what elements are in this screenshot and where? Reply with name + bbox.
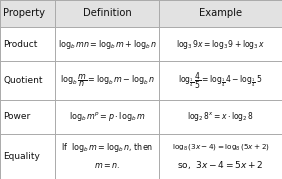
Text: Equality: Equality bbox=[3, 152, 40, 161]
Text: $\log_b m^p = p \cdot \log_b m$: $\log_b m^p = p \cdot \log_b m$ bbox=[69, 110, 146, 123]
Bar bbox=[0, 0, 55, 27]
Bar bbox=[55, 61, 159, 100]
Bar bbox=[0, 100, 55, 134]
Text: Product: Product bbox=[3, 40, 38, 49]
Text: $m = n.$: $m = n.$ bbox=[94, 161, 120, 170]
Text: $\log_b mn = \log_b m + \log_b n$: $\log_b mn = \log_b m + \log_b n$ bbox=[58, 38, 157, 50]
Text: $\log_2 8^x = x \cdot \log_2 8$: $\log_2 8^x = x \cdot \log_2 8$ bbox=[187, 110, 254, 123]
Text: $\log_{\frac{1}{4}} \dfrac{4}{5} = \log_{\frac{1}{4}} 4 - \log_{\frac{1}{4}} 5$: $\log_{\frac{1}{4}} \dfrac{4}{5} = \log_… bbox=[179, 70, 263, 91]
Bar bbox=[159, 61, 282, 100]
Text: so,  $3x - 4 = 5x+2$: so, $3x - 4 = 5x+2$ bbox=[177, 159, 264, 171]
Bar bbox=[0, 61, 55, 100]
Bar bbox=[55, 0, 159, 27]
Bar bbox=[159, 27, 282, 61]
Text: $\log_8(3x-4) = \log_8(5x+2)$: $\log_8(3x-4) = \log_8(5x+2)$ bbox=[172, 142, 270, 152]
Text: Power: Power bbox=[3, 112, 31, 121]
Text: Property: Property bbox=[3, 8, 45, 18]
Bar bbox=[55, 100, 159, 134]
Text: Quotient: Quotient bbox=[3, 76, 43, 85]
Bar bbox=[159, 134, 282, 179]
Bar bbox=[55, 27, 159, 61]
Bar bbox=[55, 134, 159, 179]
Bar bbox=[159, 0, 282, 27]
Bar bbox=[0, 27, 55, 61]
Bar bbox=[159, 100, 282, 134]
Text: Definition: Definition bbox=[83, 8, 131, 18]
Text: $\log_b \dfrac{m}{n} = \log_b m - \log_b n$: $\log_b \dfrac{m}{n} = \log_b m - \log_b… bbox=[60, 72, 155, 89]
Bar bbox=[0, 134, 55, 179]
Text: $\log_3 9x = \log_3 9 + \log_3 x$: $\log_3 9x = \log_3 9 + \log_3 x$ bbox=[176, 38, 265, 50]
Text: Example: Example bbox=[199, 8, 242, 18]
Text: If  $\log_b m = \log_b n$, then: If $\log_b m = \log_b n$, then bbox=[61, 141, 153, 154]
